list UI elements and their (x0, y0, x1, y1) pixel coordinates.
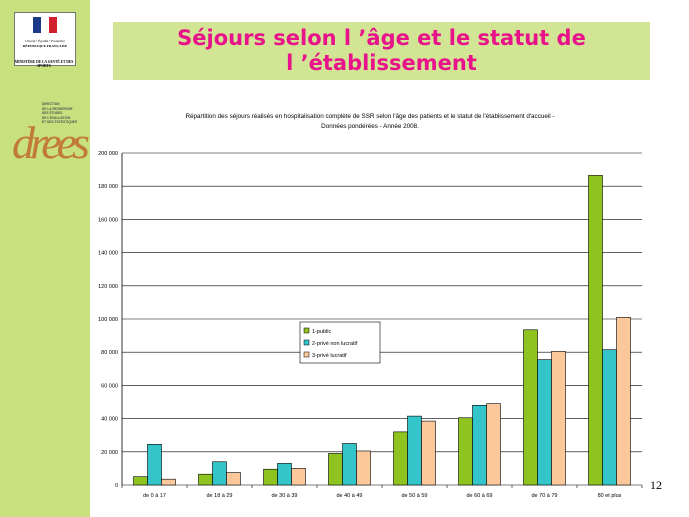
legend-label: 2-privé non lucratif (312, 341, 358, 347)
bar-2 (602, 349, 617, 486)
y-tick-label: 160 000 (98, 217, 118, 223)
x-tick-label: de 30 à 39 (272, 493, 298, 499)
y-tick-label: 100 000 (98, 317, 118, 323)
x-tick-label: 80 et plus (598, 493, 622, 499)
y-tick-label: 20 000 (101, 450, 118, 456)
bar-3 (486, 403, 501, 486)
y-tick-label: 80 000 (101, 350, 118, 356)
legend-box (299, 321, 381, 364)
title-box: Séjours selon l ’âge et le statut de l ’… (113, 22, 650, 80)
republique-francaise-logo: Liberté • Égalité • Fraternité RÉPUBLIQU… (14, 12, 76, 66)
french-flag-icon (33, 17, 57, 33)
gov-motto: Liberté • Égalité • Fraternité (25, 39, 65, 43)
legend-swatch (303, 351, 310, 358)
legend-label: 3-privé lucratif (312, 353, 347, 359)
plot-area: 0 20 000 40 000 60 000 80 000 100 000 120 000 1… (98, 151, 643, 499)
bar-1 (393, 431, 408, 486)
bar-1 (588, 175, 603, 486)
bar-2 (537, 359, 552, 486)
bar-3 (551, 351, 566, 486)
y-tick-label: 60 000 (101, 383, 118, 389)
x-tick-label: de 18 à 29 (207, 493, 233, 499)
x-tick-label: de 70 à 79 (532, 493, 558, 499)
slide-title-line1: Séjours selon l ’âge et le statut de (177, 26, 586, 50)
x-tick-label: de 50 à 59 (402, 493, 428, 499)
ministere-label: MINISTÈRE DE LA SANTÉ ET DES SPORTS (14, 60, 74, 68)
y-tick-label: 140 000 (98, 251, 118, 257)
bar-3 (161, 478, 176, 486)
legend-label: 1-public (312, 329, 332, 335)
bar-1 (198, 473, 213, 486)
bar-2 (342, 443, 357, 486)
y-tick-label: 180 000 (98, 184, 118, 190)
bar-1 (133, 476, 148, 486)
bar-2 (407, 415, 422, 486)
y-tick-label: 200 000 (98, 151, 118, 157)
gov-name: RÉPUBLIQUE FRANÇAISE (22, 44, 68, 48)
legend-swatch (303, 339, 310, 346)
chart-subtitle: Données pondérées - Année 2008. (321, 123, 419, 130)
bar-1 (328, 453, 343, 486)
y-tick-label: 0 (115, 483, 118, 489)
y-tick-label: 120 000 (98, 284, 118, 290)
legend-swatch (303, 327, 310, 334)
bar-3 (616, 317, 631, 486)
drees-subtitle: DIRECTION DE LA RECHERCHE DES ÉTUDES DE … (42, 102, 78, 125)
slide-title-line2: l ’établissement (286, 51, 477, 75)
chart-title: Répartition des séjours réalisés en hosp… (185, 113, 554, 120)
bar-1 (458, 417, 473, 486)
bar-chart: Répartition des séjours réalisés en hosp… (98, 113, 643, 499)
bar-2 (147, 444, 162, 486)
bar-1 (263, 468, 278, 486)
sidebar: Liberté • Égalité • Fraternité RÉPUBLIQU… (0, 0, 90, 517)
bar-3 (421, 420, 436, 486)
page-number: 12 (650, 478, 662, 492)
y-tick-label: 40 000 (101, 417, 118, 423)
bar-2 (277, 463, 292, 486)
bar-3 (291, 468, 306, 486)
drees-wordmark: drees (12, 117, 90, 168)
x-tick-label: de 40 à 49 (337, 493, 363, 499)
bar-3 (356, 450, 371, 486)
x-tick-label: de 60 à 69 (467, 493, 493, 499)
bar-2 (472, 405, 487, 486)
x-tick-label: de 0 à 17 (143, 493, 166, 499)
bar-3 (226, 472, 241, 486)
bar-1 (523, 329, 538, 486)
bar-2 (212, 461, 227, 486)
slide-title: Séjours selon l ’âge et le statut de l ’… (113, 26, 650, 76)
drees-logo: DIRECTION DE LA RECHERCHE DES ÉTUDES DE … (12, 100, 90, 172)
